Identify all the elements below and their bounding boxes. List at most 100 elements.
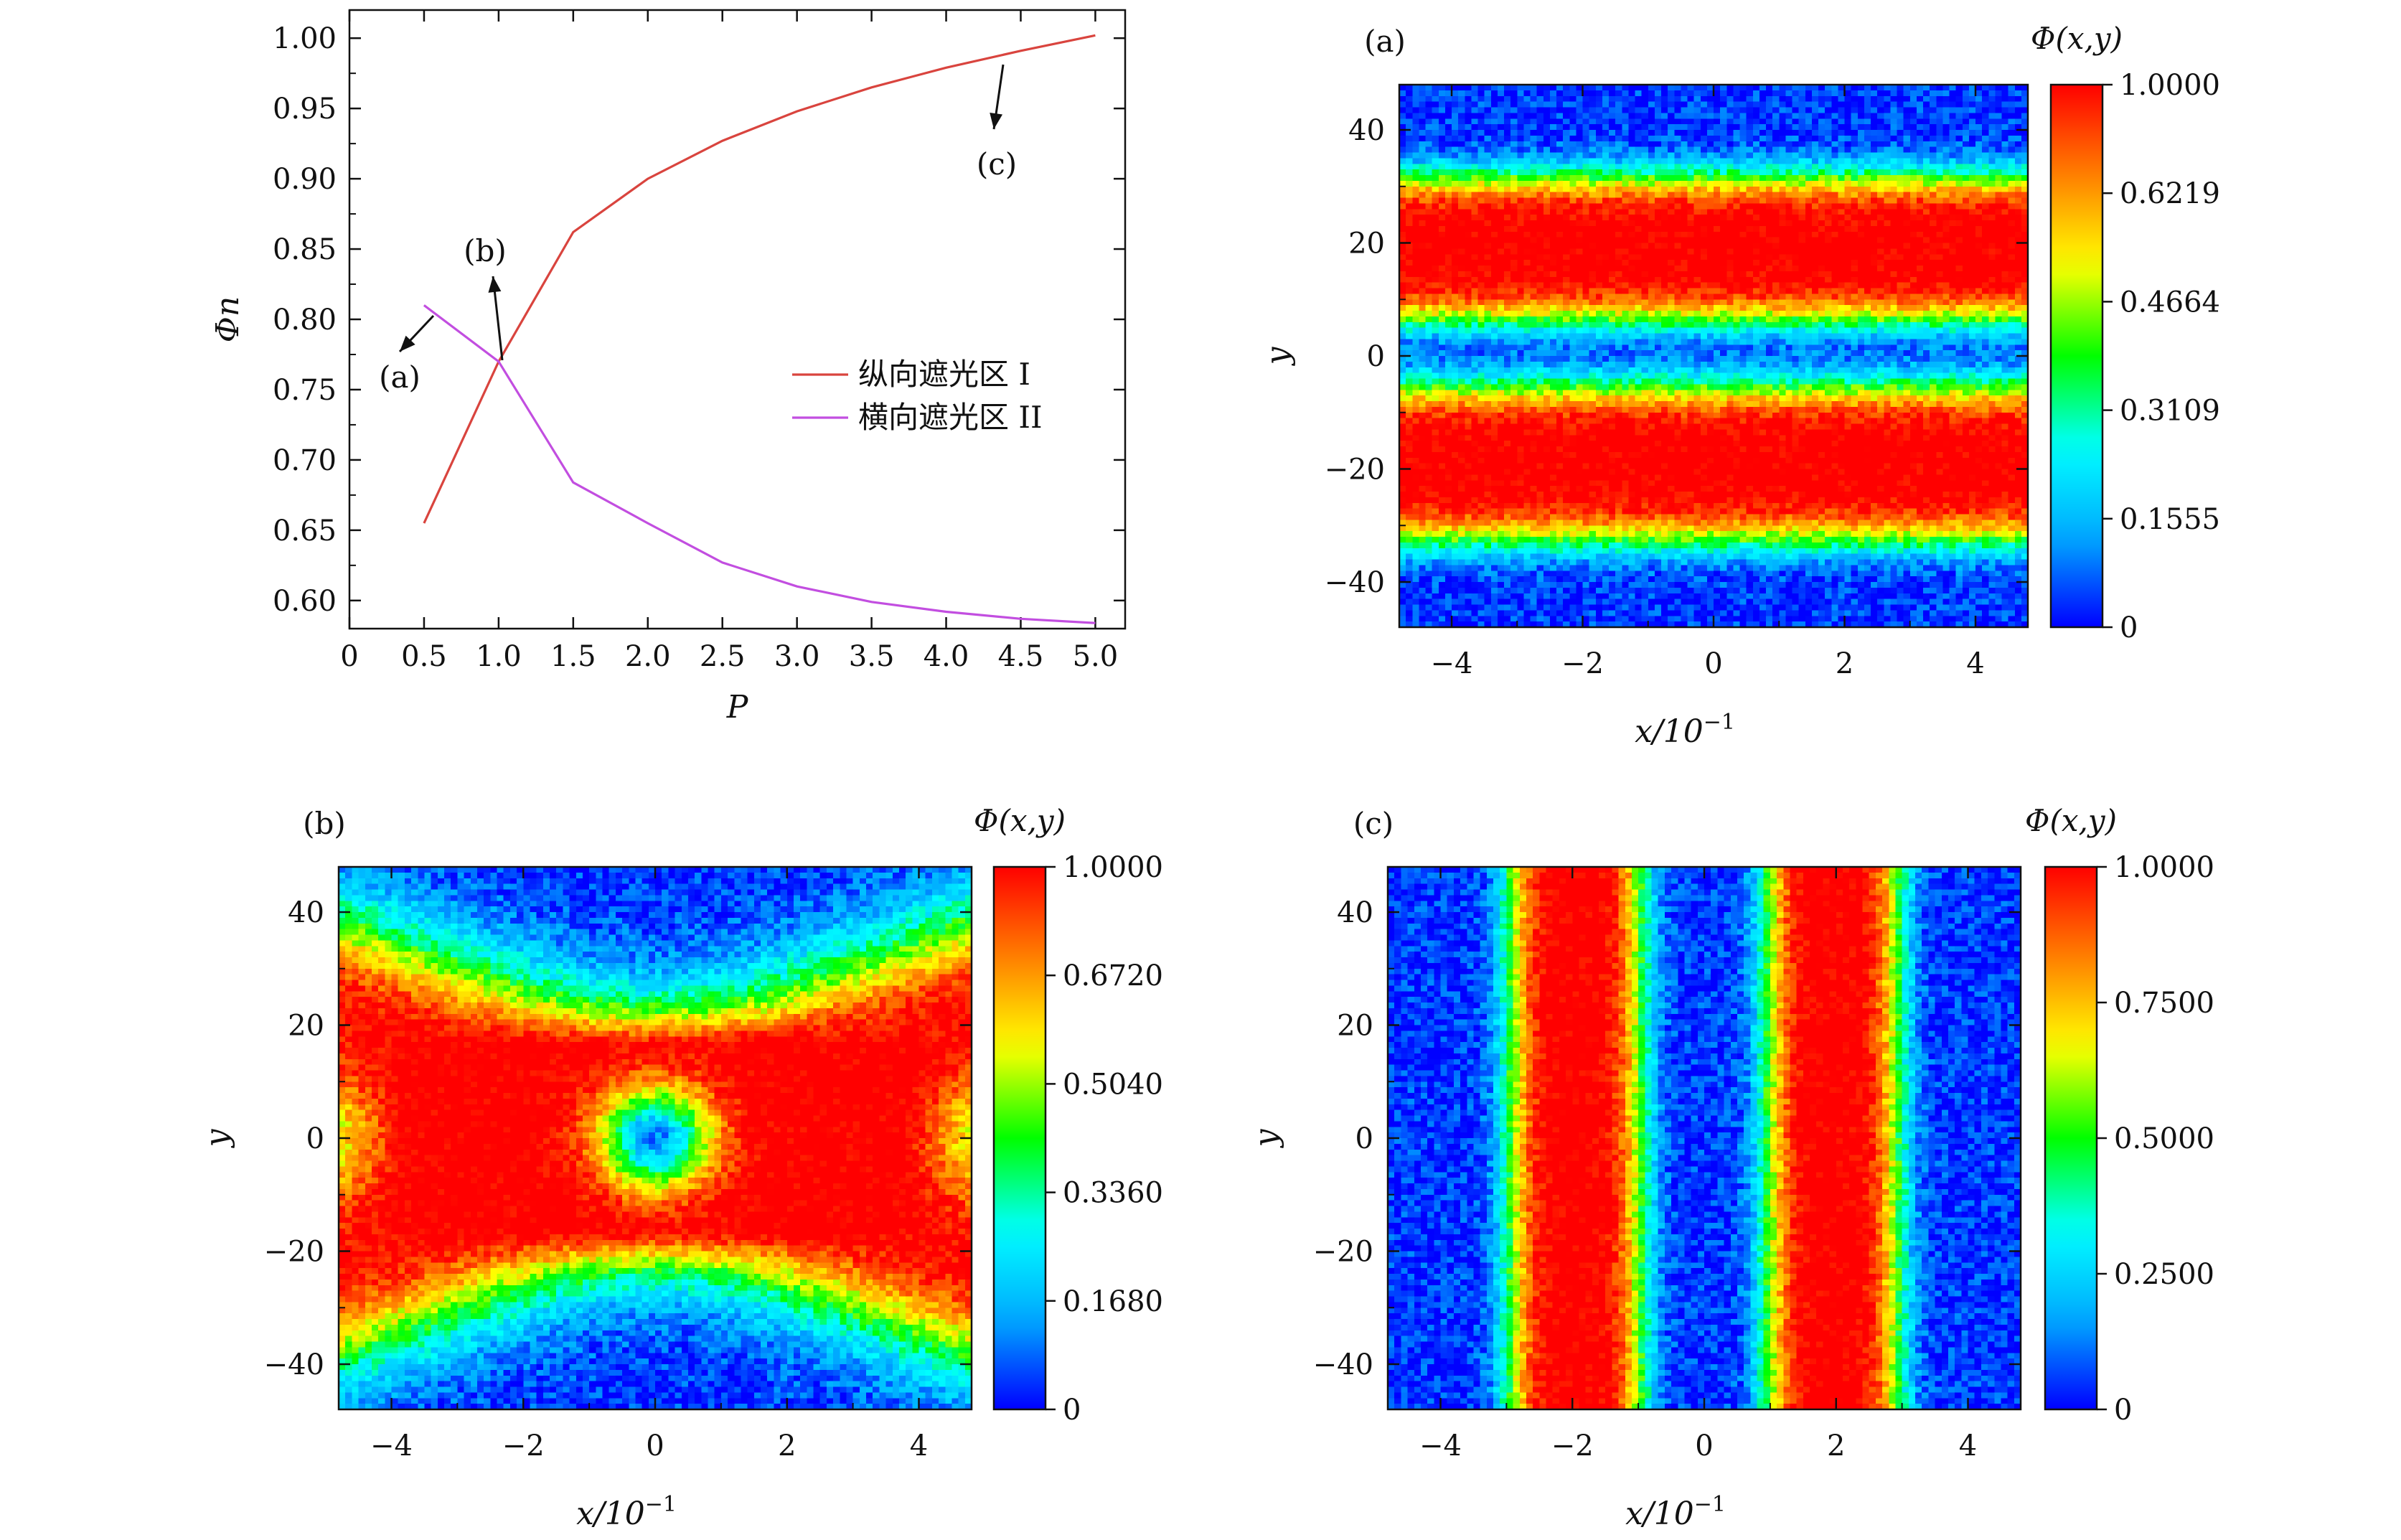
heatmap-cell [1444,113,1452,119]
heatmap-cell [1635,299,1643,306]
heatmap-cell [1687,610,1695,616]
heatmap-cell [1641,553,1649,560]
heatmap-cell [1412,339,1419,345]
heatmap-cell [1549,582,1557,588]
heatmap-cell [1471,446,1479,453]
heatmap-cell [1706,610,1714,616]
heatmap-cell [1582,548,1590,555]
heatmap-cell [1438,474,1446,481]
heatmap-cell [1556,616,1564,622]
heatmap-cell [1484,248,1492,255]
heatmap-cell [1706,124,1714,131]
heatmap-cell [1706,311,1714,317]
heatmap-cell [1674,344,1681,351]
heatmap-cell [1654,266,1662,272]
heatmap-cell [1628,288,1636,294]
heatmap-cell [1536,418,1544,425]
heatmap-cell [1523,113,1531,119]
heatmap-cell [1700,423,1708,430]
heatmap-cell [1497,598,1505,606]
heatmap-cell [1419,401,1427,408]
heatmap-cell [1484,288,1492,294]
heatmap-cell [1477,553,1485,560]
heatmap-cell [1687,294,1695,300]
heatmap-cell [1452,514,1459,520]
heatmap-cell [1726,225,1734,233]
heatmap-cell [1477,480,1485,487]
heatmap-cell [1681,587,1688,594]
heatmap-cell [1602,571,1610,577]
y-tick-label: 0.85 [273,233,337,266]
heatmap-cell [1517,395,1524,402]
heatmap-cell [1674,350,1681,357]
heatmap-cell [1444,243,1452,249]
heatmap-cell [1438,610,1446,616]
heatmap-cell [1556,418,1564,425]
heatmap-cell [1458,288,1465,294]
heatmap-cell [1419,276,1427,283]
heatmap-cell [1444,621,1452,628]
heatmap-cell [1726,497,1734,504]
heatmap-cell [1556,372,1564,380]
heatmap-cell [1706,406,1714,413]
heatmap-cell [1543,231,1551,238]
heatmap-cell [1622,130,1629,136]
heatmap-cell [1419,237,1427,244]
heatmap-cell [1549,384,1557,390]
heatmap-cell [1661,186,1668,193]
heatmap-cell [1438,531,1446,537]
heatmap-cell [1589,146,1597,154]
heatmap-cell [1720,520,1727,526]
heatmap-cell [1504,463,1511,470]
heatmap-cell [1569,384,1577,390]
heatmap-cell [1582,559,1590,565]
heatmap-cell [1517,158,1524,164]
heatmap-cell [1700,350,1708,357]
heatmap-cell [1681,446,1688,453]
heatmap-cell [1726,520,1734,526]
heatmap-cell [1406,146,1413,154]
heatmap-cell [1569,276,1577,283]
heatmap-cell [1687,350,1695,357]
heatmap-cell [1412,593,1419,600]
heatmap-cell [1510,497,1518,504]
heatmap-cell [1490,553,1498,560]
heatmap-cell [1654,164,1662,170]
heatmap-cell [1484,135,1492,142]
heatmap-cell [1595,276,1603,283]
heatmap-cell [1609,146,1616,154]
heatmap-cell [1706,209,1714,215]
heatmap-cell [1589,361,1597,368]
heatmap-cell [1714,384,1721,390]
heatmap-cell [1444,429,1452,436]
heatmap-cell [1589,616,1597,622]
heatmap-cell [1425,321,1433,329]
heatmap-cell [1477,169,1485,176]
heatmap-cell [1530,231,1538,238]
heatmap-cell [1497,101,1505,108]
heatmap-cell [1674,593,1681,600]
heatmap-cell [1706,401,1714,408]
heatmap-cell [1530,197,1538,204]
heatmap-cell [1589,130,1597,136]
heatmap-cell [1425,215,1433,221]
heatmap-cell [1714,378,1721,385]
heatmap-cell [1406,169,1413,176]
heatmap-cell [1609,248,1616,255]
heatmap-cell [1569,548,1577,555]
heatmap-cell [1406,95,1413,103]
heatmap-cell [1681,101,1688,108]
heatmap-cell [1549,423,1557,430]
heatmap-cell [1687,311,1695,317]
heatmap-cell [1556,158,1564,164]
heatmap-cell [1674,372,1681,380]
heatmap-cell [1674,175,1681,182]
heatmap-cell [1641,282,1649,289]
heatmap-cell [1609,451,1616,459]
heatmap-cell [1412,582,1419,588]
heatmap-cell [1726,107,1734,113]
heatmap-cell [1668,372,1675,380]
heatmap-cell [1635,225,1643,233]
heatmap-cell [1458,520,1465,526]
